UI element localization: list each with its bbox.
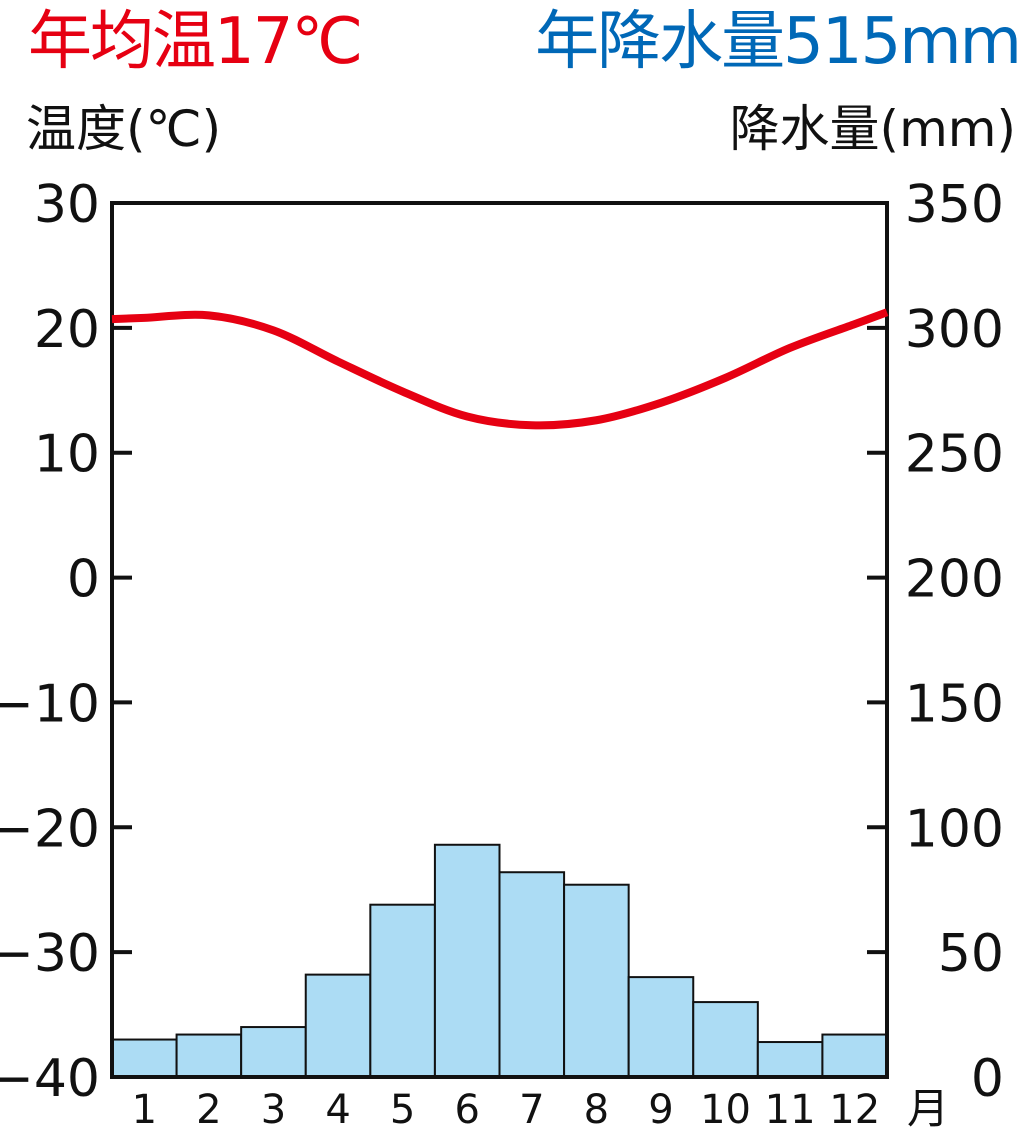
temperature-tick-label: −10 [0, 674, 100, 734]
temperature-tick-label: 30 [34, 175, 100, 235]
precipitation-tick-label: 250 [905, 425, 1004, 485]
precipitation-bar [369, 903, 436, 1078]
temperature-tick-label: 10 [34, 425, 100, 485]
precipitation-tick-label: 150 [905, 674, 1004, 734]
precipitation-tick-label: 100 [905, 799, 1004, 859]
annual-temperature-title: 年均温17℃ [28, 5, 363, 79]
month-label: 5 [390, 1087, 415, 1133]
temperature-tick-label: 0 [67, 550, 100, 610]
precipitation-tick-label: 0 [971, 1049, 1004, 1109]
month-label: 7 [519, 1087, 544, 1133]
precipitation-bar [563, 883, 630, 1078]
precipitation-bar [240, 1026, 307, 1078]
temperature-tick-label: −40 [0, 1049, 100, 1109]
temperature-tick-label: 20 [34, 300, 100, 360]
plot-frame [110, 201, 889, 1079]
month-label: 10 [700, 1087, 751, 1133]
precipitation-bar [111, 1038, 178, 1078]
precipitation-axis-label: 降水量(mm) [729, 100, 1016, 158]
month-label: 11 [765, 1087, 816, 1133]
month-unit-label: 月 [907, 1084, 949, 1133]
month-label: 2 [196, 1087, 221, 1133]
precipitation-tick-label: 350 [905, 175, 1004, 235]
precipitation-tick-label: 200 [905, 550, 1004, 610]
temperature-tick-label: −20 [0, 799, 100, 859]
precipitation-bar [692, 1001, 759, 1078]
temperature-line [111, 308, 889, 430]
temperature-tick-label: −30 [0, 924, 100, 984]
month-label: 4 [325, 1087, 350, 1133]
month-label: 6 [454, 1087, 479, 1133]
precipitation-bar [756, 1041, 824, 1079]
precipitation-bar [821, 1033, 889, 1079]
precipitation-tick-label: 300 [905, 300, 1004, 360]
annual-precipitation-title: 年降水量515mm [535, 5, 1022, 79]
precipitation-bar [627, 976, 695, 1078]
month-label: 3 [261, 1087, 286, 1133]
month-label: 12 [829, 1087, 880, 1133]
month-label: 8 [584, 1087, 609, 1133]
precipitation-bar [433, 843, 501, 1078]
precipitation-tick-label: 50 [938, 924, 1004, 984]
month-label: 1 [132, 1087, 157, 1133]
precipitation-bar [175, 1033, 243, 1079]
temperature-axis-label: 温度(℃) [26, 100, 222, 158]
precipitation-bar [304, 973, 372, 1078]
precipitation-bar [498, 871, 566, 1079]
month-label: 9 [648, 1087, 673, 1133]
